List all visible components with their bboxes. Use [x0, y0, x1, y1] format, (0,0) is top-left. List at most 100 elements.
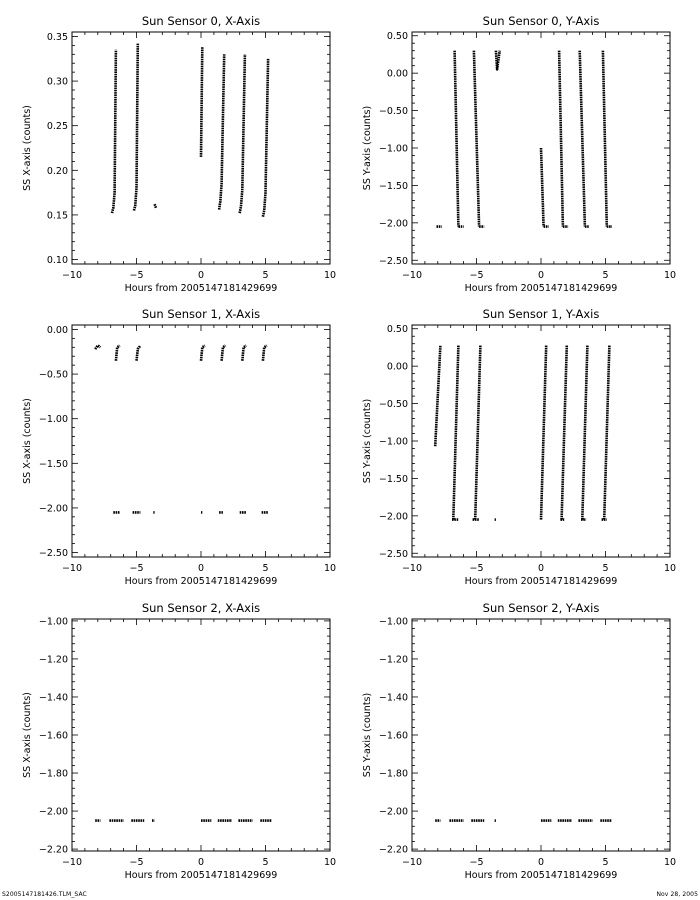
data-track-5	[581, 345, 589, 520]
x-tick-label: 10	[324, 857, 336, 868]
y-axis-label: SS Y-axis (counts)	[362, 399, 373, 483]
x-tick-label: −10	[402, 857, 422, 868]
x-tick-label: 5	[262, 857, 268, 868]
data-track-10	[578, 50, 587, 227]
plot-frame	[71, 618, 331, 852]
y-axis-label: SS Y-axis (counts)	[362, 693, 373, 777]
x-tick-label: −5	[469, 857, 483, 868]
x-axis-label: Hours from 2005147181429699	[465, 576, 618, 587]
data-track-6	[261, 344, 268, 361]
x-tick-label: 0	[198, 563, 204, 574]
data-track-12	[601, 50, 609, 227]
y-tick-label: −2.50	[379, 549, 408, 560]
data-track-4	[220, 344, 227, 361]
x-tick-label: 0	[538, 563, 544, 574]
y-tick-label: −1.60	[379, 731, 408, 742]
x-axis-label: Hours from 2005147181429699	[125, 576, 278, 587]
x-tick-label: 0	[538, 857, 544, 868]
y-tick-label: 0.10	[47, 255, 68, 266]
y-tick-label: −1.80	[39, 769, 68, 780]
y-tick-label: 0.30	[47, 77, 68, 88]
x-tick-label: −10	[62, 270, 82, 281]
y-tick-label: −1.80	[379, 769, 408, 780]
x-tick-label: 0	[198, 857, 204, 868]
y-tick-label: −1.50	[379, 474, 408, 485]
x-tick-label: −5	[129, 857, 143, 868]
data-track-2	[153, 203, 158, 209]
data-track-1	[114, 344, 121, 361]
y-axis-label: SS X-axis (counts)	[22, 398, 33, 484]
x-tick-label: 10	[324, 563, 336, 574]
y-tick-label: −2.00	[39, 807, 68, 818]
chart-title: Sun Sensor 0, Y-Axis	[483, 14, 600, 28]
data-track-2	[135, 344, 142, 361]
x-tick-label: 10	[324, 270, 336, 281]
y-tick-label: −0.50	[39, 370, 68, 381]
data-track-5	[241, 344, 247, 361]
chart-panel-4: Sun Sensor 2, X-Axis −10 −5 0 5 10 −2.20 −2.00 −…	[22, 601, 336, 881]
y-tick-label: 0.35	[47, 32, 68, 43]
chart-title: Sun Sensor 0, X-Axis	[142, 14, 260, 28]
y-tick-label: 0.50	[387, 324, 408, 335]
x-tick-label: −5	[129, 270, 143, 281]
x-tick-label: 10	[664, 270, 676, 281]
data-track-3	[199, 47, 204, 157]
data-track-1	[452, 345, 460, 520]
y-tick-label: −1.40	[379, 692, 408, 703]
y-tick-label: −2.50	[379, 256, 408, 267]
y-tick-label: −1.20	[39, 654, 68, 665]
x-tick-label: 10	[664, 857, 676, 868]
data-track-3	[472, 50, 481, 227]
x-axis-label: Hours from 2005147181429699	[465, 870, 618, 881]
y-tick-label: −1.00	[39, 616, 68, 627]
x-tick-label: 5	[602, 270, 608, 281]
plot-frame	[411, 324, 671, 558]
chart-panel-2: Sun Sensor 1, X-Axis −10 −5 0 5 10 −2.50 −2.00 −…	[22, 307, 336, 587]
y-tick-label: −1.50	[39, 459, 68, 470]
x-tick-label: 5	[602, 857, 608, 868]
y-tick-label: −2.00	[379, 807, 408, 818]
y-tick-label: 0.50	[387, 31, 408, 42]
x-tick-label: −5	[469, 563, 483, 574]
x-axis-label: Hours from 2005147181429699	[125, 283, 278, 294]
x-tick-label: −10	[402, 270, 422, 281]
chart-panel-3: Sun Sensor 1, Y-Axis −10 −5 0 5 10 −2.50 −2.00 −…	[362, 307, 676, 587]
data-track-6	[602, 345, 611, 520]
y-tick-label: −2.20	[39, 845, 68, 856]
x-tick-label: 10	[664, 563, 676, 574]
data-track-3	[199, 344, 206, 361]
y-tick-label: 0.00	[387, 69, 408, 80]
y-axis-label: SS X-axis (counts)	[22, 692, 33, 778]
data-track-0	[110, 49, 118, 214]
x-tick-label: −5	[129, 563, 143, 574]
data-track-5	[494, 50, 501, 71]
y-tick-label: −1.50	[379, 181, 408, 192]
y-tick-label: −1.00	[379, 616, 408, 627]
y-tick-label: −1.00	[379, 144, 408, 155]
y-tick-label: −2.20	[379, 845, 408, 856]
x-tick-label: 5	[602, 563, 608, 574]
data-track-8	[557, 50, 565, 227]
y-tick-label: −1.00	[379, 437, 408, 448]
y-axis-label: SS Y-axis (counts)	[362, 106, 373, 190]
chart-title: Sun Sensor 1, X-Axis	[142, 307, 260, 321]
chart-title: Sun Sensor 1, Y-Axis	[483, 307, 600, 321]
data-track-1	[132, 43, 140, 211]
data-track-3	[539, 345, 548, 520]
y-tick-label: −0.50	[379, 106, 408, 117]
y-tick-label: 0.15	[47, 210, 68, 221]
x-tick-label: −10	[62, 857, 82, 868]
y-tick-label: −0.50	[379, 399, 408, 410]
x-tick-label: 0	[198, 270, 204, 281]
data-track-4	[560, 345, 569, 520]
y-tick-label: −1.60	[39, 731, 68, 742]
x-tick-label: −5	[469, 270, 483, 281]
x-tick-label: 5	[262, 270, 268, 281]
x-tick-label: −10	[402, 563, 422, 574]
y-tick-label: 0.00	[387, 362, 408, 373]
y-tick-label: −1.40	[39, 692, 68, 703]
y-tick-label: −1.00	[39, 414, 68, 425]
data-track-1	[453, 50, 460, 227]
chart-panel-1: Sun Sensor 0, Y-Axis −10 −5 0 5 10 −2.50 −2.00 −…	[362, 14, 676, 294]
